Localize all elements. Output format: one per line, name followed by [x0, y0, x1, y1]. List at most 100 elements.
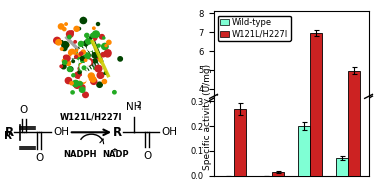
Bar	[234, 109, 246, 176]
Circle shape	[87, 60, 92, 66]
Circle shape	[89, 77, 93, 81]
Bar	[234, 159, 246, 164]
Circle shape	[85, 60, 91, 65]
Circle shape	[75, 72, 81, 78]
Circle shape	[111, 39, 118, 46]
Circle shape	[67, 67, 72, 71]
Text: O: O	[19, 105, 28, 115]
Circle shape	[55, 61, 61, 68]
Circle shape	[91, 78, 97, 84]
Bar	[348, 71, 360, 164]
Circle shape	[62, 59, 66, 63]
Bar	[272, 172, 284, 176]
Circle shape	[60, 65, 62, 67]
Circle shape	[81, 50, 85, 54]
Circle shape	[82, 66, 86, 70]
Bar	[310, 33, 322, 164]
Circle shape	[80, 63, 84, 67]
Circle shape	[99, 58, 102, 62]
Text: +: +	[111, 147, 117, 153]
Circle shape	[70, 82, 73, 85]
Circle shape	[104, 50, 111, 57]
Circle shape	[97, 72, 104, 78]
Circle shape	[56, 55, 62, 62]
Circle shape	[76, 49, 78, 51]
Circle shape	[101, 53, 105, 57]
Circle shape	[79, 64, 83, 67]
Bar	[348, 0, 360, 176]
Circle shape	[86, 58, 93, 65]
Circle shape	[61, 64, 66, 69]
Circle shape	[74, 81, 80, 87]
Circle shape	[84, 41, 89, 46]
Circle shape	[85, 27, 89, 30]
Circle shape	[91, 56, 94, 59]
Circle shape	[66, 61, 71, 65]
Circle shape	[84, 59, 87, 61]
Circle shape	[66, 43, 69, 46]
Circle shape	[79, 49, 85, 55]
Text: O: O	[143, 151, 152, 161]
Circle shape	[99, 35, 104, 39]
Circle shape	[80, 18, 87, 24]
Circle shape	[64, 55, 70, 61]
Circle shape	[84, 72, 88, 75]
Circle shape	[105, 45, 107, 47]
Circle shape	[72, 74, 75, 77]
Circle shape	[82, 64, 85, 67]
Circle shape	[79, 60, 82, 63]
Bar	[336, 158, 348, 176]
Circle shape	[65, 23, 67, 25]
Text: OH: OH	[161, 127, 177, 137]
Circle shape	[80, 85, 85, 90]
Circle shape	[86, 59, 89, 62]
Circle shape	[62, 46, 67, 51]
Circle shape	[72, 60, 78, 66]
Circle shape	[85, 33, 89, 37]
Circle shape	[80, 64, 87, 70]
Circle shape	[95, 57, 98, 59]
Circle shape	[93, 27, 95, 29]
Text: NADP: NADP	[102, 149, 129, 159]
Circle shape	[84, 53, 90, 59]
Circle shape	[64, 55, 68, 59]
Circle shape	[90, 36, 92, 39]
Bar	[310, 0, 322, 176]
Circle shape	[82, 18, 85, 20]
Circle shape	[78, 71, 81, 74]
Circle shape	[94, 67, 96, 69]
Circle shape	[54, 37, 60, 44]
Circle shape	[74, 55, 77, 58]
Circle shape	[58, 24, 64, 29]
Text: Specific activity (U/mg): Specific activity (U/mg)	[203, 64, 212, 170]
Circle shape	[86, 38, 93, 44]
Legend: Wild-type, W121L/H227I: Wild-type, W121L/H227I	[218, 15, 291, 41]
Circle shape	[78, 27, 81, 30]
Circle shape	[88, 73, 94, 79]
Circle shape	[83, 92, 88, 98]
Circle shape	[105, 50, 111, 55]
Circle shape	[80, 78, 86, 84]
Circle shape	[79, 67, 83, 71]
Circle shape	[68, 35, 71, 39]
Circle shape	[63, 60, 67, 64]
Text: OH: OH	[53, 127, 69, 137]
Circle shape	[81, 76, 87, 82]
Circle shape	[71, 31, 73, 34]
Circle shape	[107, 40, 111, 44]
Circle shape	[73, 56, 77, 61]
Circle shape	[56, 40, 61, 45]
Circle shape	[73, 68, 76, 71]
Circle shape	[68, 67, 73, 71]
Text: W121L/H227I: W121L/H227I	[60, 113, 122, 122]
Circle shape	[85, 38, 92, 44]
Circle shape	[60, 48, 63, 50]
Circle shape	[77, 53, 82, 56]
Circle shape	[84, 59, 90, 65]
Text: R: R	[4, 131, 12, 141]
Circle shape	[102, 43, 108, 50]
Circle shape	[81, 66, 85, 70]
Bar	[298, 126, 310, 176]
Circle shape	[72, 60, 74, 63]
Circle shape	[87, 45, 93, 51]
